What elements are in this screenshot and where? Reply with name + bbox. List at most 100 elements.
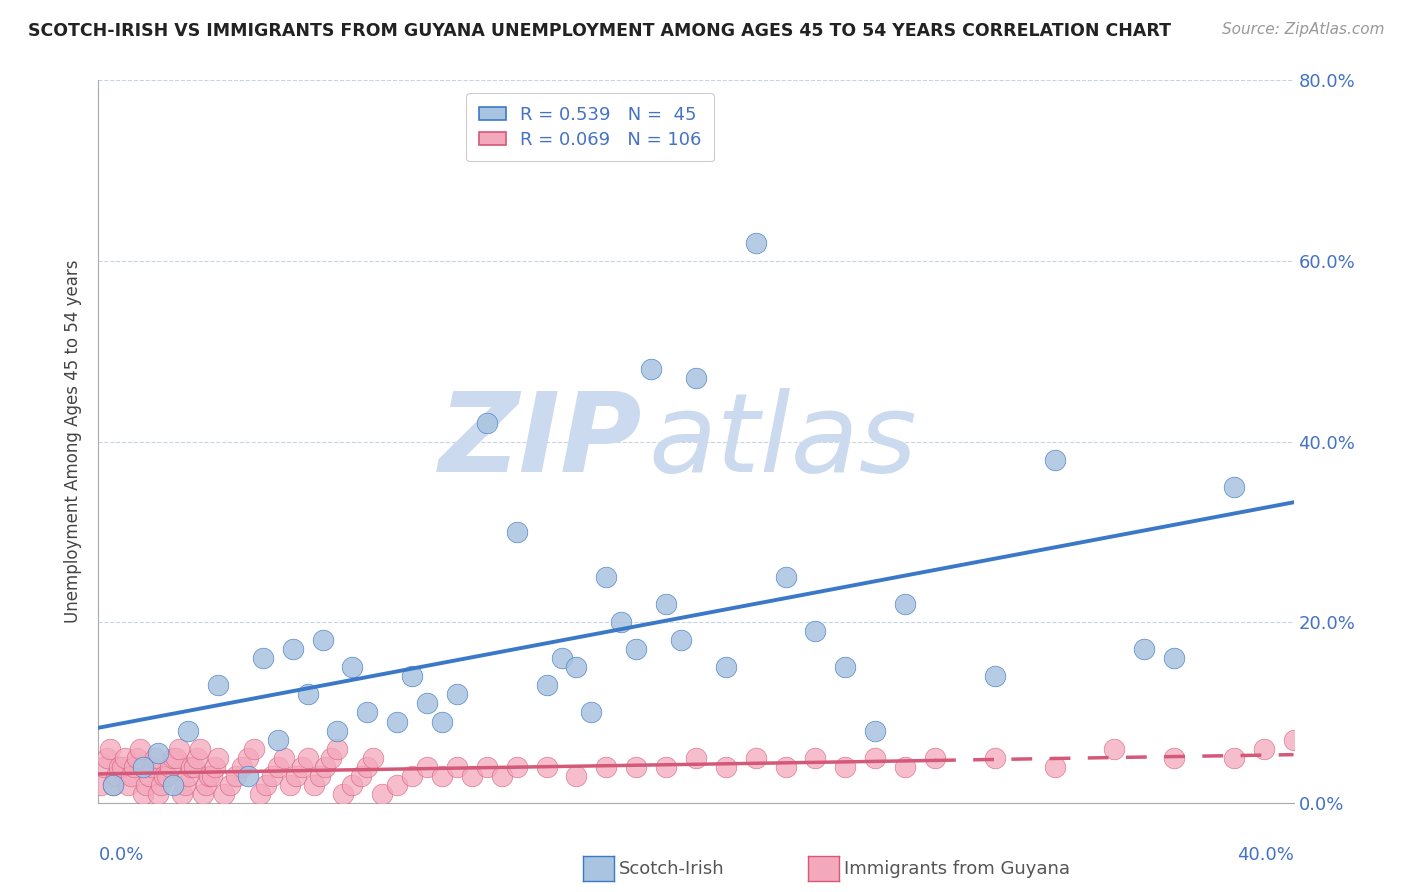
Point xyxy=(315,760,337,774)
Point xyxy=(201,769,224,783)
Point xyxy=(356,706,378,720)
Point xyxy=(177,723,200,738)
Point xyxy=(1163,651,1185,665)
Point xyxy=(311,633,333,648)
Point xyxy=(565,660,588,674)
Point xyxy=(103,778,125,792)
Point xyxy=(342,778,364,792)
Point xyxy=(219,778,242,792)
Point xyxy=(745,235,768,250)
Point xyxy=(326,723,349,738)
Point xyxy=(195,778,218,792)
Point xyxy=(834,760,856,774)
Point xyxy=(401,769,423,783)
Point xyxy=(267,760,290,774)
Point xyxy=(148,746,170,760)
Point xyxy=(1282,732,1305,747)
Point xyxy=(491,769,513,783)
Point xyxy=(610,615,633,630)
Text: SCOTCH-IRISH VS IMMIGRANTS FROM GUYANA UNEMPLOYMENT AMONG AGES 45 TO 54 YEARS CO: SCOTCH-IRISH VS IMMIGRANTS FROM GUYANA U… xyxy=(28,22,1171,40)
Point xyxy=(267,732,290,747)
Point xyxy=(260,769,283,783)
Point xyxy=(536,678,558,692)
Point xyxy=(212,787,235,801)
Point xyxy=(350,769,373,783)
Point xyxy=(186,750,208,764)
Point xyxy=(188,741,211,756)
Y-axis label: Unemployment Among Ages 45 to 54 years: Unemployment Among Ages 45 to 54 years xyxy=(65,260,83,624)
Point xyxy=(332,787,354,801)
Point xyxy=(446,687,468,701)
Point xyxy=(984,750,1007,764)
Point xyxy=(249,787,271,801)
Text: 0.0%: 0.0% xyxy=(98,847,143,864)
Text: atlas: atlas xyxy=(648,388,917,495)
Point xyxy=(416,697,439,711)
Point xyxy=(1043,452,1066,467)
Point xyxy=(297,687,319,701)
Point xyxy=(984,669,1007,683)
Point xyxy=(865,750,887,764)
Point xyxy=(156,769,179,783)
Point xyxy=(108,760,131,774)
Text: 40.0%: 40.0% xyxy=(1237,847,1294,864)
Point xyxy=(129,741,152,756)
Point xyxy=(356,760,378,774)
Point xyxy=(745,750,768,764)
Point xyxy=(326,741,349,756)
Point xyxy=(124,760,146,774)
Point xyxy=(506,760,529,774)
Point xyxy=(775,570,797,584)
Text: Immigrants from Guyana: Immigrants from Guyana xyxy=(844,860,1070,878)
Point xyxy=(159,760,181,774)
Point xyxy=(363,750,385,764)
Point xyxy=(291,760,314,774)
Point xyxy=(231,760,253,774)
Point xyxy=(153,769,176,783)
Text: Source: ZipAtlas.com: Source: ZipAtlas.com xyxy=(1222,22,1385,37)
Point xyxy=(626,642,648,657)
Point xyxy=(834,660,856,674)
Point xyxy=(141,760,163,774)
Point xyxy=(135,778,157,792)
Point xyxy=(150,778,173,792)
Point xyxy=(550,651,572,665)
Point xyxy=(207,678,229,692)
Point xyxy=(143,750,166,764)
Point xyxy=(1163,750,1185,764)
Point xyxy=(565,769,588,783)
Point xyxy=(371,787,394,801)
Point xyxy=(1253,741,1275,756)
Point xyxy=(894,760,917,774)
Point xyxy=(640,362,662,376)
Point xyxy=(225,769,247,783)
Point xyxy=(342,660,364,674)
Point xyxy=(1312,741,1334,756)
Point xyxy=(1223,750,1246,764)
Point xyxy=(430,769,453,783)
Point xyxy=(416,760,439,774)
Legend: R = 0.539   N =  45, R = 0.069   N = 106: R = 0.539 N = 45, R = 0.069 N = 106 xyxy=(465,93,714,161)
Point xyxy=(90,778,112,792)
Point xyxy=(254,778,277,792)
Point xyxy=(446,760,468,774)
Point xyxy=(284,769,307,783)
Point xyxy=(536,760,558,774)
Point xyxy=(924,750,946,764)
Point xyxy=(804,750,827,764)
Point xyxy=(236,750,259,764)
Point xyxy=(111,760,134,774)
Point xyxy=(655,760,678,774)
Point xyxy=(148,787,170,801)
Point xyxy=(278,778,301,792)
Point xyxy=(1043,760,1066,774)
Point xyxy=(804,624,827,639)
Point xyxy=(174,778,197,792)
Point xyxy=(865,723,887,738)
Point xyxy=(236,769,259,783)
Point xyxy=(581,706,603,720)
Point xyxy=(273,750,295,764)
Point xyxy=(98,741,122,756)
Point xyxy=(669,633,692,648)
Point xyxy=(114,750,136,764)
